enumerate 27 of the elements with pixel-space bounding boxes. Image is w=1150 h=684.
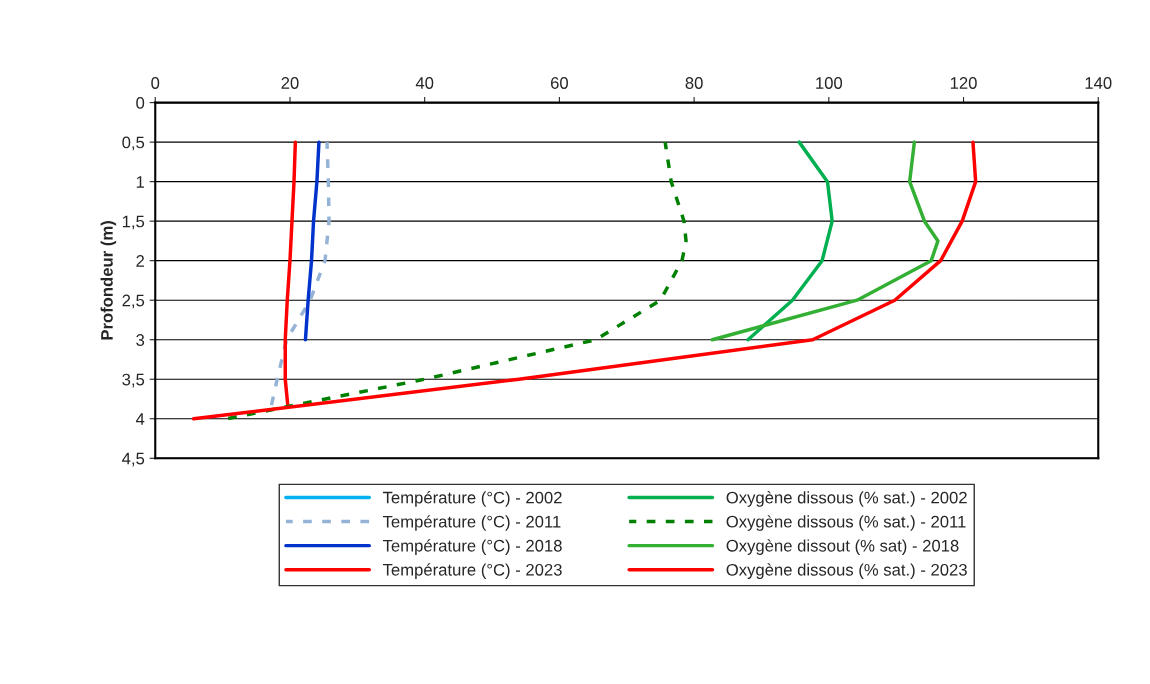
legend-label: Oxygène dissous (% sat.) - 2002 <box>726 491 967 507</box>
legend-label: Oxygène dissous (% sat.) - 2011 <box>726 515 966 531</box>
y-tick-label: 4 <box>135 413 145 425</box>
x-tick-label: 140 <box>1085 77 1112 89</box>
y-tick-label: 0 <box>136 97 145 109</box>
x-tick-label: 20 <box>281 77 299 89</box>
x-tick-label: 60 <box>550 77 569 89</box>
legend-label: Température (°C) - 2018 <box>382 539 562 555</box>
legend-label: Température (°C) - 2011 <box>382 515 561 531</box>
y-tick-label: 4,5 <box>122 452 145 467</box>
y-tick-label: 2 <box>136 255 144 267</box>
y-tick-label: 2,5 <box>122 294 145 309</box>
x-tick-label: 40 <box>415 77 434 89</box>
y-tick-label: 1 <box>136 176 145 188</box>
legend-label: Oxygène dissout (% sat) - 2018 <box>726 539 959 555</box>
x-tick-label: 100 <box>816 77 843 89</box>
x-tick-label: 80 <box>685 77 703 89</box>
legend-label: Oxygène dissous (% sat.) - 2023 <box>726 563 967 579</box>
y-tick-label: 0,5 <box>122 136 145 151</box>
x-tick-label: 0 <box>151 77 160 89</box>
y-tick-label: 3 <box>136 334 145 346</box>
y-axis-title: Profondeur (m) <box>100 221 117 340</box>
y-tick-label: 3,5 <box>122 373 145 388</box>
legend-label: Température (°C) - 2023 <box>382 563 562 579</box>
x-tick-label: 120 <box>950 77 977 89</box>
y-tick-label: 1,5 <box>122 215 145 230</box>
legend-label: Température (°C) - 2002 <box>382 491 562 507</box>
